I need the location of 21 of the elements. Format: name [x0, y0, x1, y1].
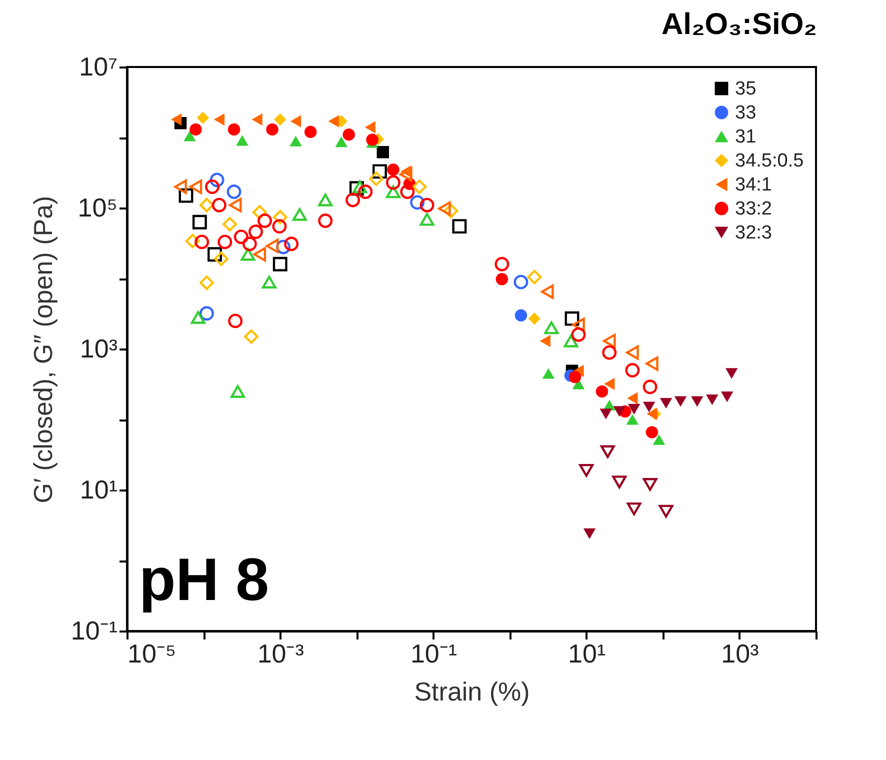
x-tick-label: 10⁻⁵ [128, 638, 176, 668]
legend-label: 33:2 [735, 198, 772, 220]
x-axis-title: Strain (%) [414, 676, 530, 706]
y-tick-label: 10⁵ [78, 192, 118, 222]
y-tick-label: 10⁷ [79, 52, 118, 82]
x-tick-label: 10³ [721, 638, 760, 668]
annotation: pH 8 [139, 546, 270, 613]
legend-label: 32:3 [735, 222, 772, 244]
legend-label: 31 [735, 126, 756, 148]
legend-label: 33 [735, 102, 756, 124]
x-tick-label: 10⁻¹ [410, 638, 458, 668]
x-tick-label: 10¹ [568, 638, 606, 668]
y-axis-title: G′ (closed), G″ (open) (Pa) [28, 196, 58, 504]
legend-label: 34:1 [735, 174, 772, 196]
y-tick-label: 10³ [80, 334, 118, 364]
y-tick-label: 10¹ [80, 474, 118, 504]
legend-label: 34.5:0.5 [735, 150, 804, 172]
legend-label: 35 [735, 78, 756, 100]
chart-title: Al₂O₃:SiO₂ [661, 8, 817, 41]
x-tick-label: 10⁻³ [257, 638, 304, 668]
y-tick-label: 10⁻¹ [70, 616, 118, 646]
